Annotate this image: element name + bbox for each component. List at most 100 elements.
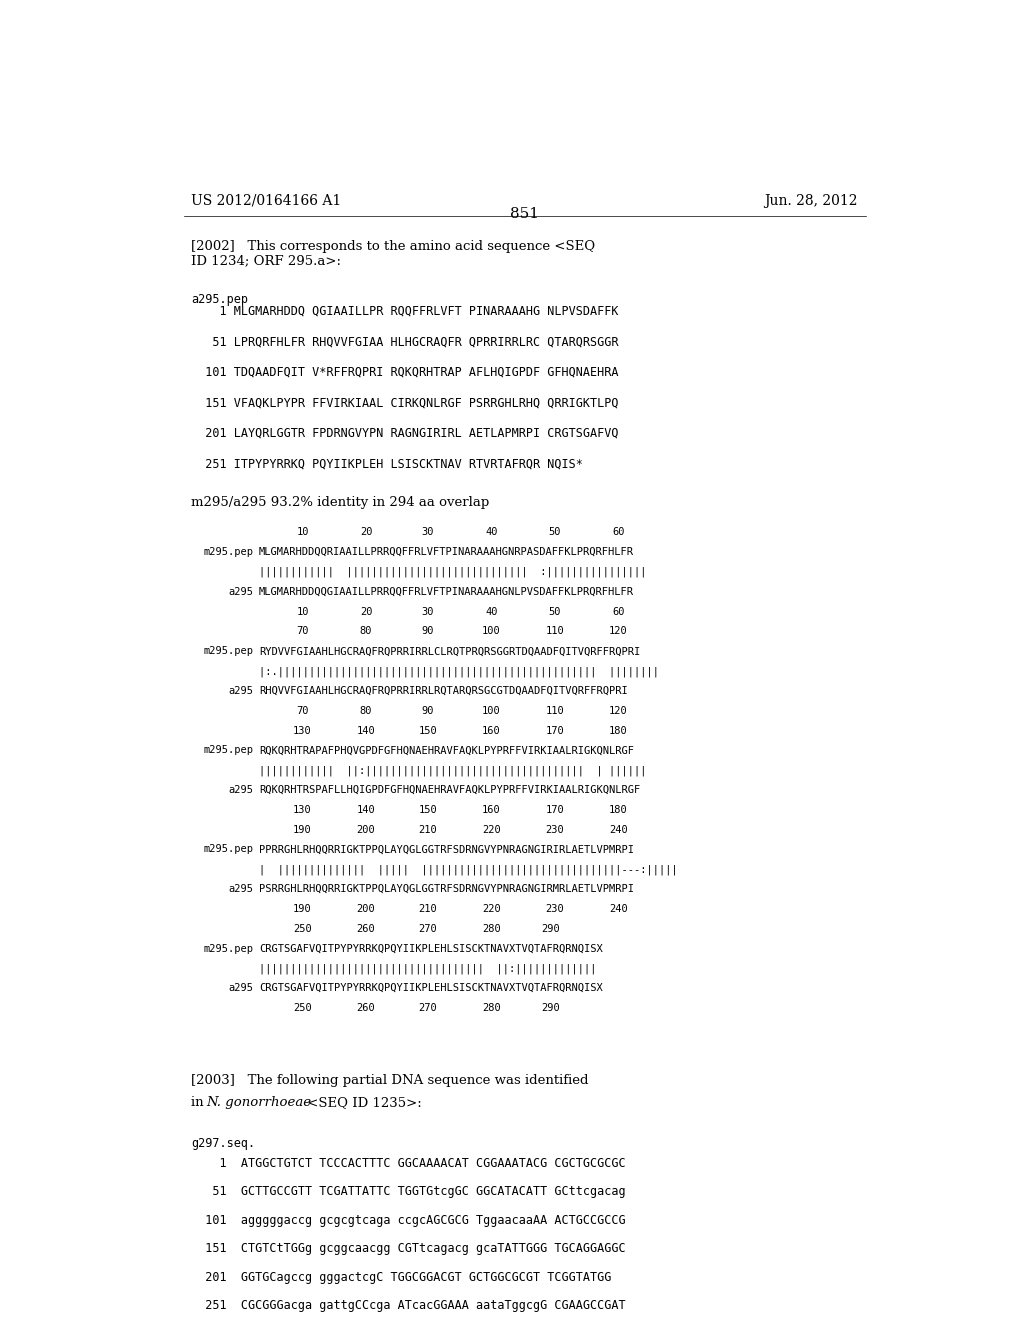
Text: 60: 60	[612, 607, 625, 616]
Text: 201  GGTGCagccg gggactcgC TGGCGGACGT GCTGGCGCGT TCGGTATGG: 201 GGTGCagccg gggactcgC TGGCGGACGT GCTG…	[191, 1271, 612, 1284]
Text: 20: 20	[359, 528, 373, 537]
Text: 260: 260	[356, 1003, 376, 1012]
Text: 210: 210	[419, 825, 437, 834]
Text: 180: 180	[609, 805, 628, 814]
Text: 110: 110	[546, 706, 564, 715]
Text: Jun. 28, 2012: Jun. 28, 2012	[765, 194, 858, 209]
Text: 80: 80	[359, 627, 373, 636]
Text: 50: 50	[549, 528, 561, 537]
Text: 151  CTGTCtTGGg gcggcaacgg CGTtcagacg gcaTATTGGG TGCAGGAGGC: 151 CTGTCtTGGg gcggcaacgg CGTtcagacg gca…	[191, 1242, 626, 1255]
Text: CRGTSGAFVQITPYPYRRKQPQYIIKPLEHLSISCKTNAVXTVQTAFRQRNQISX: CRGTSGAFVQITPYPYRRKQPQYIIKPLEHLSISCKTNAV…	[259, 944, 603, 953]
Text: 251 ITPYPYRRKQ PQYIIKPLEH LSISCKTNAV RTVRTAFRQR NQIS*: 251 ITPYPYRRKQ PQYIIKPLEH LSISCKTNAV RTV…	[191, 457, 584, 470]
Text: 180: 180	[609, 726, 628, 735]
Text: RQKQRHTRAPAFPHQVGPDFGFHQNAEHRAVFAQKLPYPRFFVIRKIAALRIGKQNLRGF: RQKQRHTRAPAFPHQVGPDFGFHQNAEHRAVFAQKLPYPR…	[259, 746, 634, 755]
Text: 220: 220	[482, 904, 501, 913]
Text: 150: 150	[419, 805, 437, 814]
Text: 290: 290	[542, 1003, 560, 1012]
Text: 280: 280	[482, 924, 501, 933]
Text: 70: 70	[296, 627, 309, 636]
Text: 30: 30	[422, 607, 434, 616]
Text: 220: 220	[482, 825, 501, 834]
Text: 20: 20	[359, 607, 373, 616]
Text: 250: 250	[293, 1003, 312, 1012]
Text: 120: 120	[609, 627, 628, 636]
Text: 270: 270	[419, 1003, 437, 1012]
Text: a295: a295	[228, 587, 253, 597]
Text: 51  GCTTGCCGTT TCGATTATTC TGGTGtcgGC GGCATACATT GCttcgacag: 51 GCTTGCCGTT TCGATTATTC TGGTGtcgGC GGCA…	[191, 1185, 626, 1199]
Text: 140: 140	[356, 726, 376, 735]
Text: 130: 130	[293, 805, 312, 814]
Text: 110: 110	[546, 627, 564, 636]
Text: 150: 150	[419, 726, 437, 735]
Text: |:.|||||||||||||||||||||||||||||||||||||||||||||||||||  ||||||||: |:.|||||||||||||||||||||||||||||||||||||…	[259, 667, 659, 677]
Text: ||||||||||||  ||:|||||||||||||||||||||||||||||||||||  | ||||||: |||||||||||| ||:||||||||||||||||||||||||…	[259, 766, 646, 776]
Text: 90: 90	[422, 706, 434, 715]
Text: MLGMARHDDQQGIAAILLPRRQQFFRLVFTPINARAAAHGNLPVSDAFFKLPRQRFHLFR: MLGMARHDDQQGIAAILLPRRQQFFRLVFTPINARAAAHG…	[259, 587, 634, 597]
Text: CRGTSGAFVQITPYPYRRKQPQYIIKPLEHLSISCKTNAVXTVQTAFRQRNQISX: CRGTSGAFVQITPYPYRRKQPQYIIKPLEHLSISCKTNAV…	[259, 983, 603, 993]
Text: 60: 60	[612, 528, 625, 537]
Text: 40: 40	[485, 607, 498, 616]
Text: 240: 240	[609, 904, 628, 913]
Text: a295: a295	[228, 983, 253, 993]
Text: 30: 30	[422, 528, 434, 537]
Text: <SEQ ID 1235>:: <SEQ ID 1235>:	[303, 1096, 421, 1109]
Text: 270: 270	[419, 924, 437, 933]
Text: 130: 130	[293, 726, 312, 735]
Text: 240: 240	[609, 825, 628, 834]
Text: 260: 260	[356, 924, 376, 933]
Text: 1 MLGMARHDDQ QGIAAILLPR RQQFFRLVFT PINARAAAHG NLPVSDAFFK: 1 MLGMARHDDQ QGIAAILLPR RQQFFRLVFT PINAR…	[191, 305, 618, 318]
Text: 251  CGCGGGacga gattgCCcga ATcacGGAAA aataTggcgG CGAAGCCGAT: 251 CGCGGGacga gattgCCcga ATcacGGAAA aat…	[191, 1299, 626, 1312]
Text: US 2012/0164166 A1: US 2012/0164166 A1	[191, 194, 342, 209]
Text: 50: 50	[549, 607, 561, 616]
Text: 70: 70	[296, 706, 309, 715]
Text: RQKQRHTRSPAFLLHQIGPDFGFHQNAEHRAVFAQKLPYPRFFVIRKIAALRIGKQNLRGF: RQKQRHTRSPAFLLHQIGPDFGFHQNAEHRAVFAQKLPYP…	[259, 785, 640, 795]
Text: ||||||||||||  |||||||||||||||||||||||||||||  :||||||||||||||||: |||||||||||| |||||||||||||||||||||||||||…	[259, 568, 646, 577]
Text: g297.seq.: g297.seq.	[191, 1137, 256, 1150]
Text: 170: 170	[546, 805, 564, 814]
Text: [2003]   The following partial DNA sequence was identified: [2003] The following partial DNA sequenc…	[191, 1073, 589, 1086]
Text: 80: 80	[359, 706, 373, 715]
Text: m295.pep: m295.pep	[204, 548, 253, 557]
Text: 290: 290	[542, 924, 560, 933]
Text: [2002]   This corresponds to the amino acid sequence <SEQ
ID 1234; ORF 295.a>:: [2002] This corresponds to the amino aci…	[191, 240, 596, 268]
Text: 40: 40	[485, 528, 498, 537]
Text: 851: 851	[510, 207, 540, 222]
Text: 200: 200	[356, 904, 376, 913]
Text: 250: 250	[293, 924, 312, 933]
Text: m295/a295 93.2% identity in 294 aa overlap: m295/a295 93.2% identity in 294 aa overl…	[191, 496, 489, 508]
Text: 210: 210	[419, 904, 437, 913]
Text: 51 LPRQRFHLFR RHQVVFGIAA HLHGCRAQFR QPRRIRRLRC QTARQRSGGR: 51 LPRQRFHLFR RHQVVFGIAA HLHGCRAQFR QPRR…	[191, 335, 618, 348]
Text: 280: 280	[482, 1003, 501, 1012]
Text: |  ||||||||||||||  |||||  ||||||||||||||||||||||||||||||||---:|||||: | |||||||||||||| ||||| |||||||||||||||||…	[259, 865, 678, 875]
Text: MLGMARHDDQQRIAAILLPRRQQFFRLVFTPINARAAAHGNRPASDAFFKLPRQRFHLFR: MLGMARHDDQQRIAAILLPRRQQFFRLVFTPINARAAAHG…	[259, 548, 634, 557]
Text: a295: a295	[228, 884, 253, 894]
Text: a295: a295	[228, 785, 253, 795]
Text: 100: 100	[482, 706, 501, 715]
Text: 101  agggggaccg gcgcgtcaga ccgcAGCGCG TggaacaaAA ACTGCCGCCG: 101 agggggaccg gcgcgtcaga ccgcAGCGCG Tgg…	[191, 1214, 626, 1226]
Text: 190: 190	[293, 904, 312, 913]
Text: 100: 100	[482, 627, 501, 636]
Text: m295.pep: m295.pep	[204, 746, 253, 755]
Text: 160: 160	[482, 805, 501, 814]
Text: 151 VFAQKLPYPR FFVIRKIAAL CIRKQNLRGF PSRRGHLRHQ QRRIGKTLPQ: 151 VFAQKLPYPR FFVIRKIAAL CIRKQNLRGF PSR…	[191, 396, 618, 409]
Text: 1  ATGGCTGTCT TCCCACTTTC GGCAAAACAT CGGAAATACG CGCTGCGCGC: 1 ATGGCTGTCT TCCCACTTTC GGCAAAACAT CGGAA…	[191, 1158, 626, 1170]
Text: PPRRGHLRHQQRRIGKTPPQLAYQGLGGTRFSDRNGVYPNRAGNGIRIRLAETLVPMRPI: PPRRGHLRHQQRRIGKTPPQLAYQGLGGTRFSDRNGVYPN…	[259, 845, 634, 854]
Text: 230: 230	[546, 825, 564, 834]
Text: in: in	[191, 1096, 208, 1109]
Text: 201 LAYQRLGGTR FPDRNGVYPN RAGNGIRIRL AETLAPMRPI CRGTSGAFVQ: 201 LAYQRLGGTR FPDRNGVYPN RAGNGIRIRL AET…	[191, 426, 618, 440]
Text: 120: 120	[609, 706, 628, 715]
Text: 170: 170	[546, 726, 564, 735]
Text: RHQVVFGIAAHLHGCRAQFRQPRRIRRLRQTARQRSGCGTDQAADFQITVQRFFRQPRI: RHQVVFGIAAHLHGCRAQFRQPRRIRRLRQTARQRSGCGT…	[259, 686, 628, 696]
Text: 101 TDQAADFQIT V*RFFRQPRI RQKQRHTRAP AFLHQIGPDF GFHQNAEHRA: 101 TDQAADFQIT V*RFFRQPRI RQKQRHTRAP AFL…	[191, 366, 618, 379]
Text: RYDVVFGIAAHLHGCRAQFRQPRRIRRLCLRQTPRQRSGGRTDQAADFQITVQRFFRQPRI: RYDVVFGIAAHLHGCRAQFRQPRRIRRLCLRQTPRQRSGG…	[259, 647, 640, 656]
Text: 10: 10	[296, 528, 309, 537]
Text: PSRRGHLRHQQRRIGKTPPQLAYQGLGGTRFSDRNGVYPNRAGNGIRMRLAETLVPMRPI: PSRRGHLRHQQRRIGKTPPQLAYQGLGGTRFSDRNGVYPN…	[259, 884, 634, 894]
Text: 10: 10	[296, 607, 309, 616]
Text: a295: a295	[228, 686, 253, 696]
Text: 90: 90	[422, 627, 434, 636]
Text: N. gonorrhoeae: N. gonorrhoeae	[207, 1096, 311, 1109]
Text: 190: 190	[293, 825, 312, 834]
Text: m295.pep: m295.pep	[204, 647, 253, 656]
Text: m295.pep: m295.pep	[204, 845, 253, 854]
Text: a295.pep: a295.pep	[191, 293, 249, 305]
